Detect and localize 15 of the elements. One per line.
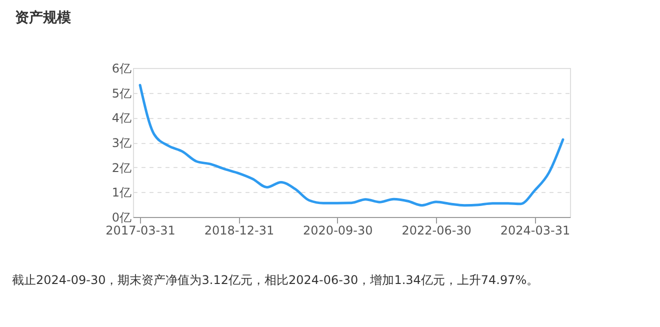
x-tick-label: 2024-03-31: [500, 224, 570, 238]
chart-title: 资产规模: [15, 9, 72, 26]
y-tick-label: 2亿: [112, 160, 132, 175]
line-series: [138, 84, 564, 207]
y-tick-label: 5亿: [112, 86, 132, 100]
x-tick-label: 2022-06-30: [402, 224, 472, 238]
y-tick-label: 0亿: [112, 210, 132, 224]
y-tick-label: 6亿: [112, 62, 132, 76]
y-tick-label: 1亿: [112, 186, 132, 200]
text: 截止2024-09-30，期末资产净值为3.12亿元，相比2024-06-30，增加1.34亿元，上升74.97%。: [12, 273, 539, 287]
x-tick-label: 2017-03-31: [106, 224, 176, 238]
y-tick-label: 4亿: [112, 111, 132, 126]
y-tick-label: 3亿: [112, 136, 132, 150]
x-tick-label: 2020-09-30: [303, 224, 373, 238]
x-tick-label: 2018-12-31: [204, 224, 274, 238]
